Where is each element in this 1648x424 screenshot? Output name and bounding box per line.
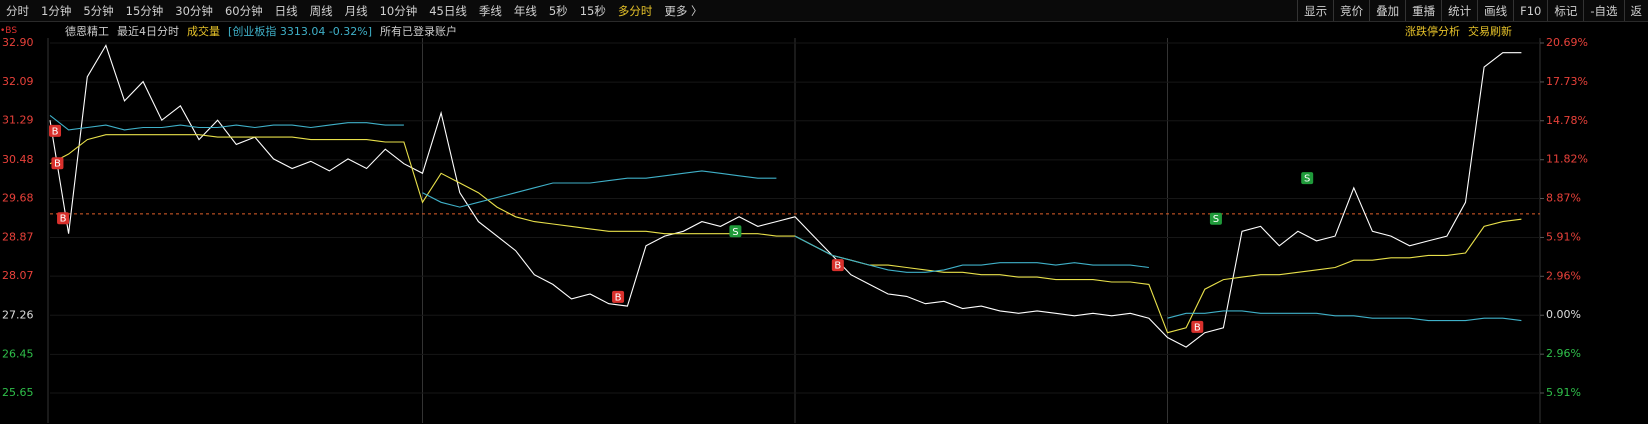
trade-marker	[831, 259, 844, 272]
toolbar: 分时 1分钟 5分钟 15分钟 30分钟 60分钟 日线 周线 月线 10分钟 45日线 季线 年线 5秒…	[0, 0, 1648, 22]
chart-header: •BS 德恩精工 最近4日分时 成交量 [创业板指 3313.04 -0.32%…	[0, 22, 1648, 40]
y2-tick-label: 20.69%	[1546, 36, 1588, 49]
trade-refresh[interactable]: 交易刷新	[1468, 25, 1512, 38]
y-tick-label: 30.48	[2, 153, 34, 166]
tool-button[interactable]: F10	[1513, 0, 1547, 21]
trade-marker	[49, 124, 62, 137]
y2-tick-label: 14.78%	[1546, 114, 1588, 127]
trade-marker-label: S	[1304, 174, 1310, 185]
period-tab[interactable]: 季线	[478, 3, 502, 18]
trade-marker-label: B	[60, 214, 67, 225]
plot: 32.90 32.09 31.29 30.48 29.68 28.87 28.07 27.26…	[2, 36, 1588, 423]
series-line	[794, 235, 1149, 273]
y2-tick-label: 5.91%	[1546, 230, 1581, 243]
y-tick-label: 27.26	[2, 308, 34, 321]
series-line	[49, 114, 404, 131]
tool-button[interactable]: -自选	[1583, 0, 1623, 21]
mode: 最近4日分时	[117, 25, 180, 38]
period-tab[interactable]: 日线	[274, 3, 298, 18]
trade-marker	[57, 212, 70, 225]
period-tab[interactable]: 45日线	[429, 3, 467, 18]
trade-marker	[729, 225, 742, 238]
y2-tick-label: 0.00%	[1546, 308, 1581, 321]
y-tick-label: 32.90	[2, 36, 34, 49]
y-tick-label: 31.29	[2, 114, 34, 127]
trade-marker-label: B	[834, 261, 841, 272]
tool-button[interactable]: 叠加	[1369, 0, 1405, 21]
period-tab[interactable]: 分时	[6, 3, 29, 18]
limit-analysis[interactable]: 涨跌停分析	[1405, 25, 1460, 38]
trade-marker	[1209, 212, 1222, 225]
period-tab[interactable]: 年线	[513, 3, 537, 18]
period-tab[interactable]: 15秒	[579, 3, 606, 18]
y2-tick-label: 17.73%	[1546, 75, 1588, 88]
y-tick-label: 28.07	[2, 269, 34, 282]
trade-marker-label: B	[52, 126, 59, 137]
tool-buttons: 显示 竞价 叠加 重播 统计 画线 F10 标记 -自选返	[1297, 0, 1648, 21]
y2-tick-label: 2.96%	[1546, 347, 1581, 360]
trade-marker-label: S	[732, 227, 738, 238]
period-tab[interactable]: 月线	[344, 3, 368, 18]
badge: •BS	[0, 26, 18, 36]
trade-marker	[1191, 320, 1204, 333]
period-tab[interactable]: 10分钟	[379, 3, 418, 18]
series-line	[422, 170, 777, 208]
period-tab[interactable]: 5分钟	[83, 3, 114, 18]
trade-marker	[612, 290, 625, 303]
period-tab[interactable]: 周线	[309, 3, 333, 18]
period-tab[interactable]: 30分钟	[175, 3, 213, 18]
series-line	[49, 44, 1522, 348]
trade-marker-label: B	[1194, 322, 1201, 333]
y-tick-label: 26.45	[2, 347, 34, 360]
trade-marker-label: B	[615, 292, 622, 303]
y2-tick-label: 5.91%	[1546, 386, 1581, 399]
period-tabs: 分时 1分钟 5分钟 15分钟 30分钟 60分钟 日线 周线 月线 10分钟 45日线 季线 年线 5秒…	[0, 3, 708, 19]
y-tick-label: 29.68	[2, 191, 34, 204]
trade-marker	[1301, 172, 1314, 185]
tool-button[interactable]: 显示	[1297, 0, 1333, 21]
y-tick-label: 32.09	[2, 75, 34, 88]
series-line	[49, 134, 1522, 334]
trade-marker-label: S	[1213, 214, 1219, 225]
period-tab[interactable]: 15分钟	[125, 3, 164, 18]
header-links: 涨跌停分析 交易刷新	[1405, 23, 1520, 39]
trade-marker-label: B	[54, 159, 61, 170]
y2-tick-label: 2.96%	[1546, 269, 1581, 282]
period-tab[interactable]: 更多 〉	[664, 3, 703, 18]
series-line	[1167, 310, 1522, 322]
y2-tick-label: 11.82%	[1546, 153, 1588, 166]
tool-button[interactable]: 竞价	[1333, 0, 1369, 21]
account: 所有已登录账户	[380, 25, 458, 38]
period-tab[interactable]: 多分时	[617, 3, 653, 18]
tool-button[interactable]: 统计	[1441, 0, 1477, 21]
index-info: [创业板指 3313.04 -0.32%]	[228, 25, 373, 38]
trade-marker	[51, 157, 64, 170]
tool-button[interactable]: 画线	[1477, 0, 1513, 21]
period-tab[interactable]: 5秒	[548, 3, 568, 18]
y-tick-label: 25.65	[2, 386, 34, 399]
period-tab[interactable]: 60分钟	[224, 3, 263, 18]
y-tick-label: 28.87	[2, 231, 34, 244]
tool-button[interactable]: 重播	[1405, 0, 1441, 21]
stock-name: 德恩精工	[65, 25, 110, 38]
tool-button[interactable]: 标记	[1547, 0, 1583, 21]
tool-button[interactable]: 返	[1623, 0, 1648, 21]
y2-tick-label: 8.87%	[1546, 192, 1581, 205]
volume: 成交量	[187, 25, 221, 38]
period-tab[interactable]: 1分钟	[41, 3, 72, 18]
